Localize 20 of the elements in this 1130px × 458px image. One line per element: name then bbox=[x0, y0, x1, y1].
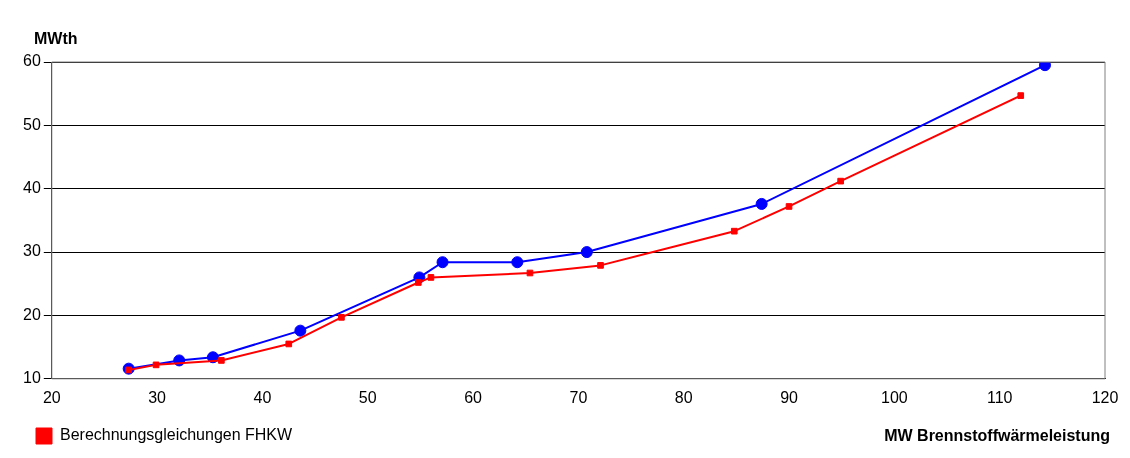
x-tick-label: 100 bbox=[881, 389, 908, 407]
x-tick-label: 120 bbox=[1091, 389, 1119, 407]
x-tick-label: 80 bbox=[674, 389, 693, 407]
x-tick-label: 70 bbox=[569, 389, 588, 407]
y-tick-label: 60 bbox=[23, 52, 41, 70]
x-tick-label: 60 bbox=[464, 389, 483, 407]
legend-label: Berechnungsgleichungen FHKW bbox=[60, 426, 294, 444]
x-axis-title: MW Brennstoffwärmeleistung bbox=[884, 427, 1110, 445]
x-tick-label: 40 bbox=[253, 389, 272, 407]
x-tick-label: 110 bbox=[986, 389, 1013, 407]
y-tick-label: 20 bbox=[23, 305, 41, 323]
y-tick-label: 10 bbox=[23, 369, 41, 387]
y-tick-label: 30 bbox=[23, 242, 41, 260]
y-axis-title: MWth bbox=[34, 30, 78, 48]
x-tick-label: 20 bbox=[42, 389, 61, 407]
x-tick-label: 30 bbox=[148, 389, 167, 407]
x-tick-label: 90 bbox=[780, 389, 799, 407]
x-tick-label: 50 bbox=[358, 389, 377, 407]
y-tick-label: 50 bbox=[23, 115, 41, 133]
y-tick-label: 40 bbox=[23, 179, 41, 197]
